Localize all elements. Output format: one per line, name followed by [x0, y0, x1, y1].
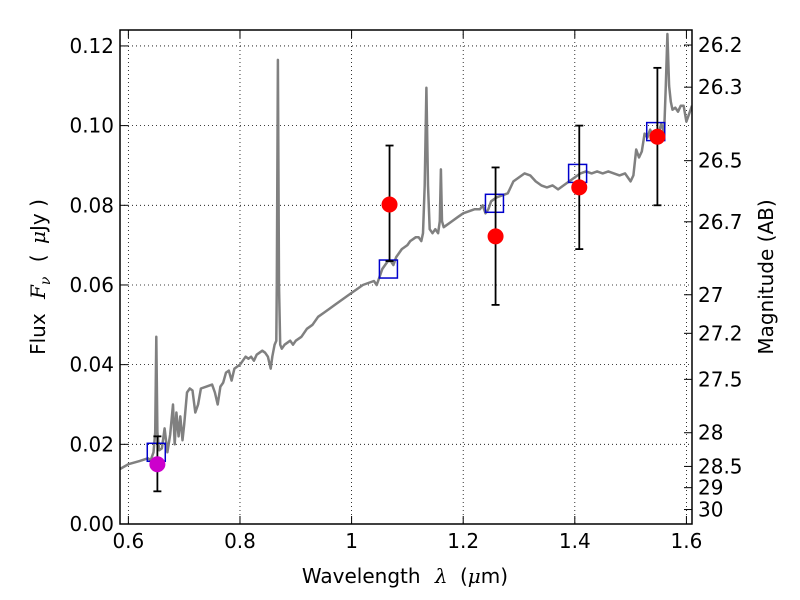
y-axis-unit-rest: Jy )	[26, 199, 50, 233]
observed-flux-point-0	[381, 196, 398, 213]
y-tick-label-6: 0.12	[69, 34, 114, 58]
plot-background	[120, 30, 692, 524]
x-axis-label: Wavelength	[302, 564, 421, 588]
y-axis-label: Flux	[26, 313, 50, 355]
y-tick-label-0: 0.00	[69, 512, 114, 536]
x-axis-unit-rest: m)	[481, 564, 508, 588]
plot-frame	[119, 29, 693, 525]
x-tick-label-5: 1.6	[671, 529, 703, 553]
y2-tick-label-4: 27	[698, 283, 723, 307]
y2-tick-label-2: 26.5	[698, 149, 743, 173]
observed-flux-series	[149, 66, 666, 493]
observed-flux-point-1	[487, 228, 504, 245]
svg-text:Flux Fν ( μJ: Flux Fν ( μJy )	[26, 199, 55, 355]
x-axis-title: Wavelength λ (μm)	[302, 564, 508, 588]
y-tick-label-4: 0.08	[69, 193, 114, 217]
observed-flux-point-2	[571, 179, 588, 196]
x-tick-label-3: 1.2	[447, 529, 479, 553]
y2-tick-label-1: 26.3	[698, 75, 743, 99]
x-tick-label-1: 0.8	[224, 529, 256, 553]
y2-tick-label-6: 27.5	[698, 367, 743, 391]
x-tick-label-0: 0.6	[112, 529, 144, 553]
spectrum-series	[120, 32, 692, 471]
y-tick-label-5: 0.10	[69, 114, 114, 138]
spectrum-line	[120, 32, 692, 471]
synthetic-square-1	[378, 259, 399, 279]
y-tick-label-3: 0.06	[69, 273, 114, 297]
x-tick-label-4: 1.4	[559, 529, 591, 553]
y-axis-unit-mu: μ	[26, 231, 50, 244]
synthetic-square-2	[484, 193, 505, 214]
y-axis-symbol: F	[26, 284, 50, 300]
y-tick-label-2: 0.04	[69, 353, 114, 377]
y2-tick-label-8: 28.5	[698, 454, 743, 478]
y2-tick-label-10: 30	[698, 498, 723, 522]
optical-flux-point-0	[149, 456, 166, 473]
x-axis-symbol: λ	[434, 564, 448, 588]
x-tick-label-2: 1	[345, 529, 358, 553]
y-axis-symbol-sub: ν	[38, 276, 54, 285]
y2-tick-label-3: 26.7	[698, 210, 743, 234]
x-axis-unit-mu: μ	[468, 564, 481, 588]
y-axis-unit-open: (	[26, 254, 50, 262]
y2-axis-label: Magnitude (AB)	[754, 199, 778, 354]
x-axis-unit-open: (	[460, 564, 468, 588]
observed-flux-point-3	[649, 128, 666, 145]
y2-tick-label-7: 28	[698, 421, 723, 445]
axis-ticks: 0.6 0.8 1 1.2 1.4 1.6 0.00 0.02 0.04 0.06 0.08 0.10…	[69, 30, 743, 553]
y-axis-title: Flux Fν ( μJy )	[26, 199, 55, 355]
y2-tick-label-5: 27.2	[698, 321, 743, 345]
y-tick-label-1: 0.02	[69, 432, 114, 456]
y2-tick-label-0: 26.2	[698, 33, 743, 57]
y2-tick-label-9: 29	[698, 476, 723, 500]
svg-text:Wavelength λ (μm): Wavelength λ (μm)	[302, 564, 508, 588]
